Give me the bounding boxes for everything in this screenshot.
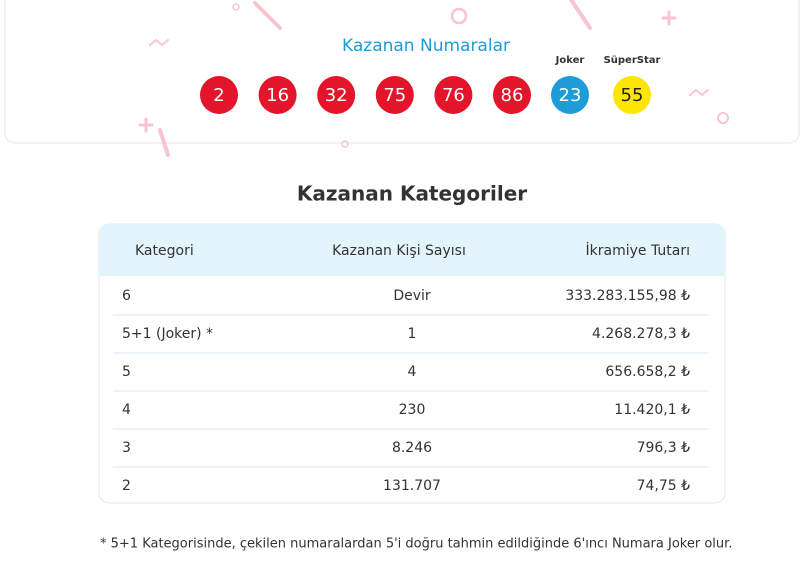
cell: 1 bbox=[408, 326, 417, 342]
ball-number: 75 bbox=[383, 85, 406, 106]
cell: 4 bbox=[408, 364, 417, 380]
cell: 3 bbox=[122, 440, 131, 456]
joker-ball bbox=[551, 76, 589, 114]
cell: Devir bbox=[393, 288, 431, 304]
ball-number: 32 bbox=[325, 85, 348, 106]
cell: 5 bbox=[122, 364, 131, 380]
cell: 333.283.155,98 ₺ bbox=[565, 288, 690, 304]
cell: 74,75 ₺ bbox=[637, 478, 691, 494]
cell: 796,3 ₺ bbox=[637, 440, 691, 456]
section-title: Kazanan Kategoriler bbox=[297, 182, 527, 206]
ball-number: 86 bbox=[501, 85, 524, 106]
cell: 131.707 bbox=[383, 478, 441, 494]
ball bbox=[434, 76, 473, 114]
joker-ball-number: 23 bbox=[559, 85, 582, 106]
ball bbox=[258, 76, 297, 114]
superstar-ball bbox=[613, 76, 651, 114]
cell: 11.420,1 ₺ bbox=[614, 402, 690, 418]
ball bbox=[493, 76, 531, 114]
ball bbox=[375, 76, 414, 114]
ball-number: 2 bbox=[213, 85, 224, 106]
superstar-label: SüperStar bbox=[604, 55, 661, 66]
column-header: Kazanan Kişi Sayısı bbox=[332, 243, 466, 259]
ball bbox=[200, 76, 238, 114]
column-header: Kategori bbox=[135, 243, 194, 259]
joker-label: Joker bbox=[555, 55, 585, 66]
ball-number: 16 bbox=[266, 85, 289, 106]
ball bbox=[317, 76, 356, 114]
table-header bbox=[99, 224, 725, 276]
numbers-title: Kazanan Numaralar bbox=[342, 36, 510, 56]
numbers-card bbox=[4, 0, 800, 144]
cell: 2 bbox=[122, 478, 131, 494]
cell: 656.658,2 ₺ bbox=[605, 364, 690, 380]
cell: 4.268.278,3 ₺ bbox=[592, 326, 690, 342]
cell: 8.246 bbox=[392, 440, 432, 456]
cell: 5+1 (Joker) * bbox=[122, 326, 213, 342]
superstar-ball-number: 55 bbox=[621, 85, 644, 106]
decorations bbox=[138, 0, 729, 157]
ball-number: 76 bbox=[442, 85, 465, 106]
footnote: * 5+1 Kategorisinde, çekilen numaralarda… bbox=[100, 537, 732, 552]
cell: 6 bbox=[122, 288, 131, 304]
cell: 230 bbox=[399, 402, 426, 418]
column-header: İkramiye Tutarı bbox=[586, 241, 690, 259]
cell: 4 bbox=[122, 402, 131, 418]
